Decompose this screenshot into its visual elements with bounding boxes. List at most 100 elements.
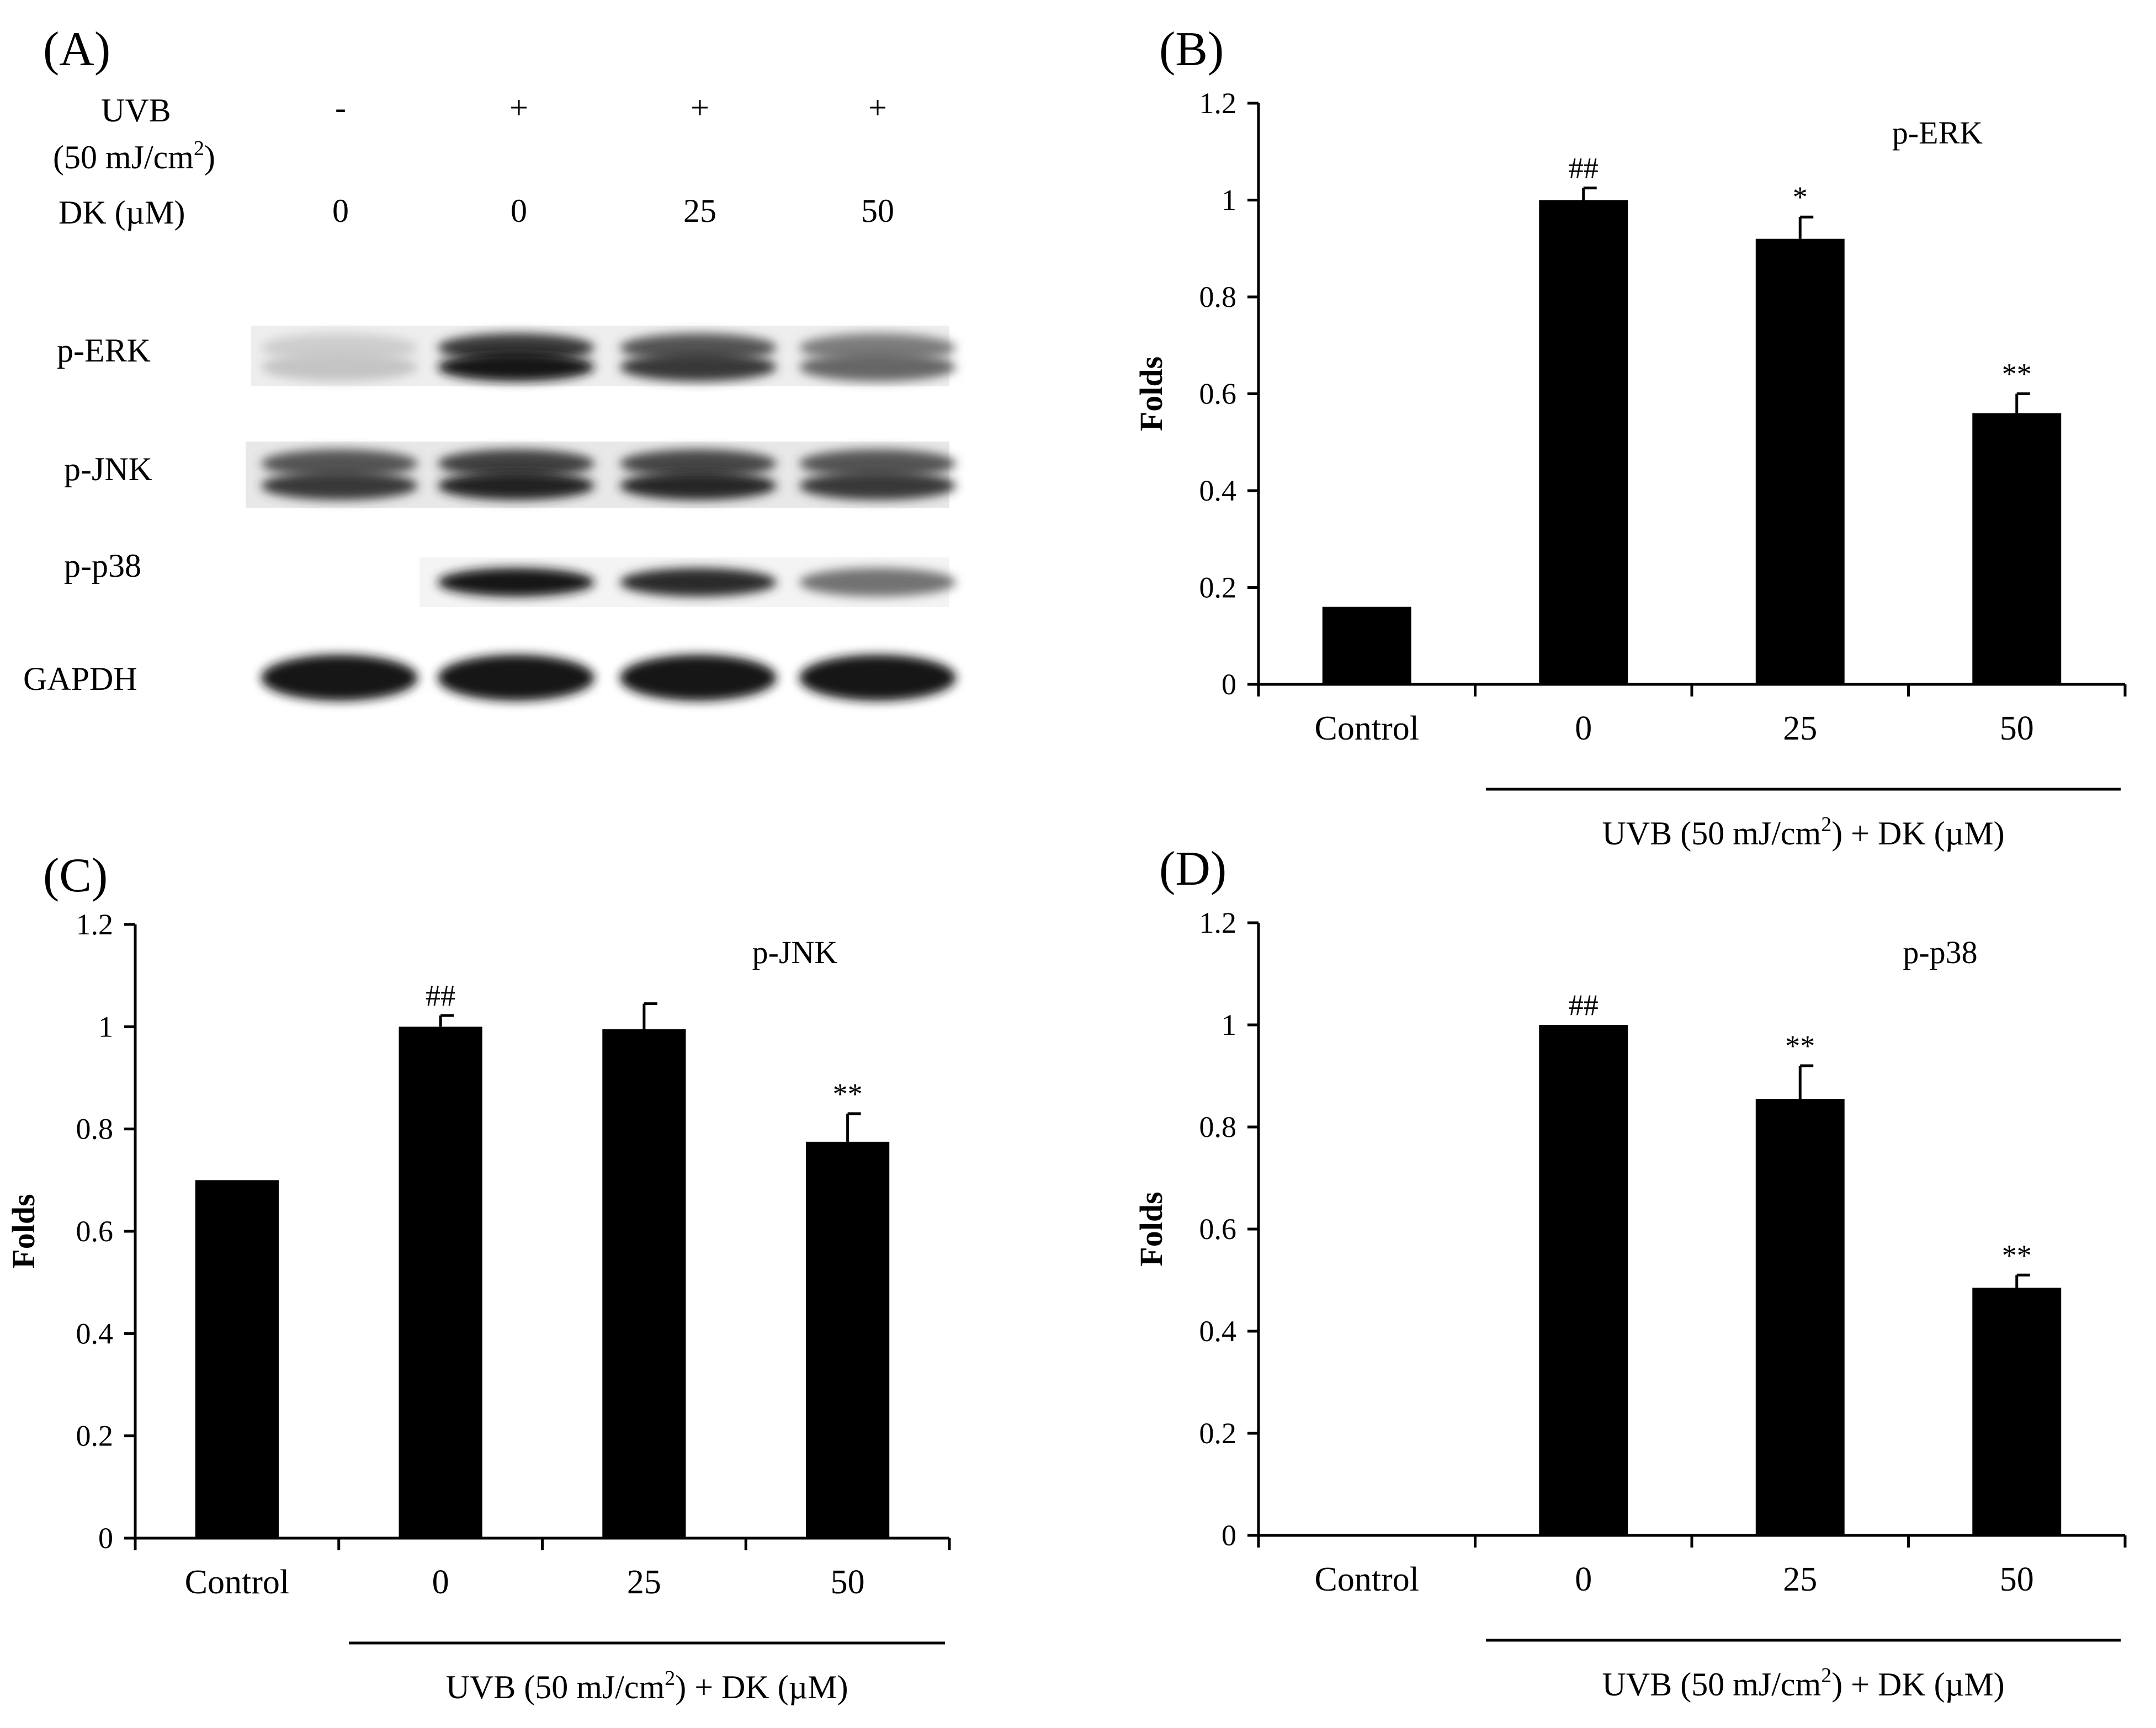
chart-d-p-p38: (D) 0 0.2 0.4 0.6 0.8 1 1.2 Control ## 0 ** 25 ** 50 p-… <box>1133 842 2127 1703</box>
x-axis-label: UVB (50 mJ/cm2) + DK (µM) <box>1602 813 2005 852</box>
chart-c-p-jnk: (C) 0 0.2 0.4 0.6 0.8 1 1.2 Control ## 0 25 ** 50 p-JN… <box>6 849 951 1705</box>
gapdh-band-lane-2 <box>438 655 594 701</box>
y-tick-label: 1.2 <box>1199 87 1237 120</box>
y-tick-label: 1 <box>1222 1008 1236 1041</box>
category-label: 0 <box>1575 710 1592 747</box>
y-tick-label: 0.2 <box>1199 571 1237 604</box>
y-tick-label: 0.8 <box>1199 280 1237 313</box>
bar-50 <box>806 1141 890 1538</box>
significance-mark: ** <box>833 1077 863 1110</box>
p-erk-band-lane-4 <box>799 353 956 381</box>
y-tick-label: 0.2 <box>76 1419 114 1453</box>
y-axis-label: Folds <box>6 1194 41 1268</box>
y-tick-label: 0.4 <box>76 1317 114 1350</box>
y-tick-label: 0 <box>98 1522 113 1555</box>
significance-mark: ** <box>1785 1029 1815 1062</box>
gapdh-band-lane-4 <box>799 655 956 701</box>
category-label: 50 <box>2000 1561 2034 1598</box>
p-erk-band-lane-2 <box>438 353 594 381</box>
category-label: Control <box>185 1564 289 1601</box>
category-label: Control <box>1315 710 1419 747</box>
p-jnk-band-lane-3 <box>620 449 777 478</box>
chart-title: p-ERK <box>1892 115 1983 151</box>
dk-lane-3: 25 <box>683 193 716 229</box>
uvb-row-label: UVB <box>101 92 171 129</box>
y-axis-label: Folds <box>1133 1192 1169 1266</box>
uvb-lane-3: + <box>691 89 709 126</box>
y-tick-label: 1.2 <box>76 908 114 941</box>
y-tick-label: 0.8 <box>1199 1110 1237 1144</box>
y-tick-label: 1 <box>1222 184 1236 217</box>
y-tick-label: 0.8 <box>76 1113 114 1146</box>
p-jnk-band-lane-4 <box>799 449 956 478</box>
dk-lane-2: 0 <box>511 193 527 229</box>
y-tick-label: 0 <box>1222 668 1236 701</box>
blot-label-p-jnk: p-JNK <box>64 451 152 487</box>
category-label: 50 <box>2000 710 2034 747</box>
y-tick-label: 0.6 <box>1199 377 1237 411</box>
p-jnk-band-lane-1 <box>261 471 418 500</box>
y-tick-label: 0.4 <box>1199 474 1237 507</box>
blot-label-p-erk: p-ERK <box>57 332 151 369</box>
uvb-lane-1: - <box>335 89 346 126</box>
y-tick-label: 0.4 <box>1199 1315 1237 1348</box>
bar-25 <box>1755 238 1845 684</box>
blot-label-gapdh: GAPDH <box>23 661 137 697</box>
significance-mark: ** <box>2002 358 2032 391</box>
chart-b-p-erk: (B) 0 0.2 0.4 0.6 0.8 1 1.2 Control ## 0 * 25 ** 50 p-E… <box>1133 23 2127 852</box>
p-jnk-band-lane-4 <box>799 471 956 500</box>
x-axis-label: UVB (50 mJ/cm2) + DK (µM) <box>1602 1664 2005 1703</box>
category-label: 25 <box>1783 1561 1817 1598</box>
dk-lane-4: 50 <box>861 193 894 229</box>
bar-control <box>1322 607 1411 684</box>
chart-title: p-p38 <box>1903 934 1977 970</box>
y-axis-label: Folds <box>1133 357 1169 431</box>
panel-a-western-blot: (A) UVB (50 mJ/cm2) DK (µM) - + + + 0 0 … <box>23 23 956 701</box>
bar-0 <box>1539 1025 1628 1535</box>
y-tick-label: 0.6 <box>76 1215 114 1248</box>
y-tick-label: 1.2 <box>1199 906 1237 939</box>
p-erk-band-lane-3 <box>620 353 777 381</box>
category-label: 0 <box>1575 1561 1592 1598</box>
x-axis-label: UVB (50 mJ/cm2) + DK (µM) <box>446 1667 848 1705</box>
bar-50 <box>1972 413 2062 684</box>
gapdh-band-lane-1 <box>261 655 418 701</box>
blot-label-p-p38: p-p38 <box>64 547 141 584</box>
category-label: 25 <box>1783 710 1817 747</box>
category-label: 25 <box>627 1564 661 1601</box>
y-tick-label: 0.6 <box>1199 1213 1237 1246</box>
bar-0 <box>1539 200 1628 684</box>
dk-lane-1: 0 <box>332 193 349 229</box>
p-p38-band-lane-3 <box>620 568 777 597</box>
panel-label: (D) <box>1159 842 1226 896</box>
significance-mark: ** <box>2002 1238 2032 1272</box>
panel-label: (B) <box>1159 23 1224 76</box>
significance-mark: ## <box>1569 988 1599 1022</box>
category-label: Control <box>1315 1561 1419 1598</box>
gapdh-band-lane-3 <box>620 655 777 701</box>
uvb-lane-4: + <box>868 89 887 126</box>
p-p38-band-lane-2 <box>438 568 594 597</box>
uvb-dose-label: (50 mJ/cm2) <box>53 137 215 176</box>
p-erk-band-lane-1 <box>261 353 418 381</box>
bar-50 <box>1972 1288 2062 1535</box>
uvb-lane-2: + <box>509 89 528 126</box>
blot-bands <box>261 333 956 701</box>
significance-mark: * <box>1793 180 1808 214</box>
panel-label: (C) <box>43 849 108 902</box>
bar-0 <box>399 1027 482 1538</box>
bar-25 <box>602 1029 686 1538</box>
significance-mark: ## <box>1569 152 1599 185</box>
dk-row-label: DK (µM) <box>59 194 185 231</box>
significance-mark: ## <box>426 979 455 1012</box>
category-label: 50 <box>831 1564 865 1601</box>
p-jnk-band-lane-2 <box>438 449 594 478</box>
bar-25 <box>1755 1099 1845 1535</box>
y-tick-label: 0.2 <box>1199 1417 1237 1450</box>
p-jnk-band-lane-2 <box>438 471 594 500</box>
p-jnk-band-lane-3 <box>620 471 777 500</box>
y-tick-label: 0 <box>1222 1519 1236 1552</box>
category-label: 0 <box>432 1564 449 1601</box>
panel-a-label: (A) <box>43 23 110 76</box>
